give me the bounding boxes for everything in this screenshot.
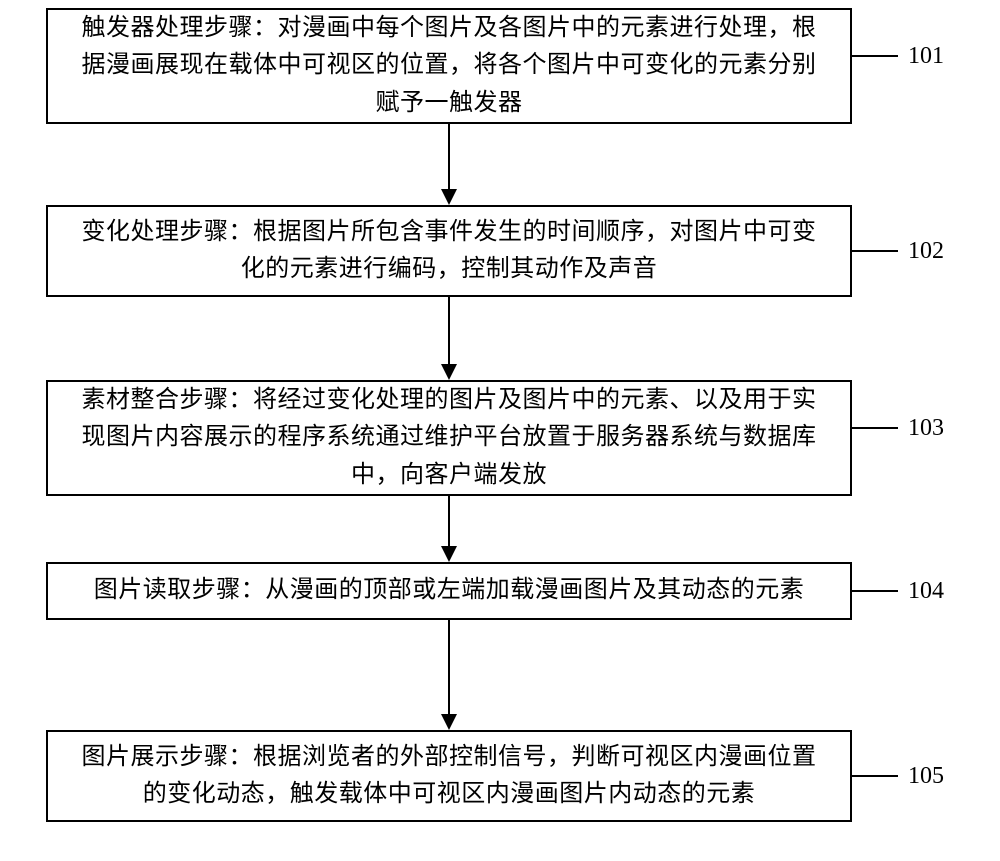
ref-label-101: 101 <box>908 43 944 70</box>
arrow-head-2 <box>441 364 457 380</box>
step-text-104: 图片读取步骤：从漫画的顶部或左端加载漫画图片及其动态的元素 <box>94 572 805 609</box>
step-box-101: 触发器处理步骤：对漫画中每个图片及各图片中的元素进行处理，根据漫画展现在载体中可… <box>46 8 852 124</box>
leader-103 <box>852 427 898 429</box>
step-title: 变化处理步骤： <box>82 219 254 245</box>
arrow-head-3 <box>441 546 457 562</box>
step-title: 素材整合步骤： <box>82 387 254 413</box>
leader-104 <box>852 590 898 592</box>
step-box-104: 图片读取步骤：从漫画的顶部或左端加载漫画图片及其动态的元素 <box>46 562 852 620</box>
step-box-102: 变化处理步骤：根据图片所包含事件发生的时间顺序，对图片中可变化的元素进行编码，控… <box>46 205 852 297</box>
step-box-105: 图片展示步骤：根据浏览者的外部控制信号，判断可视区内漫画位置的变化动态，触发载体… <box>46 730 852 822</box>
leader-105 <box>852 775 898 777</box>
ref-label-104: 104 <box>908 578 944 605</box>
ref-label-102: 102 <box>908 238 944 265</box>
ref-label-105: 105 <box>908 763 944 790</box>
step-title: 触发器处理步骤： <box>82 15 278 41</box>
arrow-line-1 <box>448 124 450 189</box>
leader-102 <box>852 250 898 252</box>
arrow-line-2 <box>448 297 450 364</box>
step-title: 图片展示步骤： <box>82 744 254 770</box>
step-text-102: 变化处理步骤：根据图片所包含事件发生的时间顺序，对图片中可变化的元素进行编码，控… <box>72 214 826 288</box>
leader-101 <box>852 55 898 57</box>
arrow-line-4 <box>448 620 450 714</box>
arrow-line-3 <box>448 496 450 546</box>
step-body: 根据图片所包含事件发生的时间顺序，对图片中可变化的元素进行编码，控制其动作及声音 <box>241 219 817 282</box>
flowchart-container: 触发器处理步骤：对漫画中每个图片及各图片中的元素进行处理，根据漫画展现在载体中可… <box>0 0 1000 861</box>
step-box-103: 素材整合步骤：将经过变化处理的图片及图片中的元素、以及用于实现图片内容展示的程序… <box>46 380 852 496</box>
step-text-103: 素材整合步骤：将经过变化处理的图片及图片中的元素、以及用于实现图片内容展示的程序… <box>72 382 826 494</box>
step-text-101: 触发器处理步骤：对漫画中每个图片及各图片中的元素进行处理，根据漫画展现在载体中可… <box>72 10 826 122</box>
step-body: 从漫画的顶部或左端加载漫画图片及其动态的元素 <box>265 577 804 603</box>
step-title: 图片读取步骤： <box>94 577 266 603</box>
arrow-head-4 <box>441 714 457 730</box>
arrow-head-1 <box>441 189 457 205</box>
step-text-105: 图片展示步骤：根据浏览者的外部控制信号，判断可视区内漫画位置的变化动态，触发载体… <box>72 739 826 813</box>
ref-label-103: 103 <box>908 415 944 442</box>
